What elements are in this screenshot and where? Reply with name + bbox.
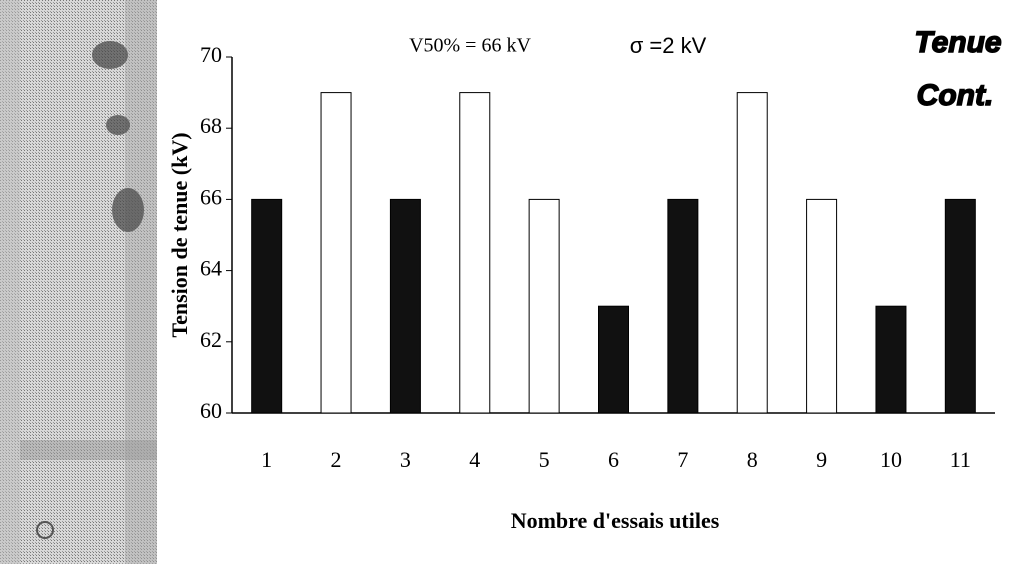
x-tick-label: 4 [469,447,480,472]
x-tick-label: 1 [261,447,272,472]
y-tick-label: 68 [200,113,222,138]
y-tick-label: 70 [200,42,222,67]
x-tick-label: 9 [816,447,827,472]
y-tick-label: 66 [200,184,222,209]
x-axis-label: Nombre d'essais utiles [511,508,720,533]
x-tick-label: 7 [677,447,688,472]
bar [459,92,491,414]
x-tick-label: 10 [880,447,902,472]
bar [667,198,699,414]
y-tick-label: 62 [200,327,222,352]
bar [806,198,838,414]
bar [528,198,560,414]
x-tick-label: 11 [950,447,971,472]
bar [251,198,283,414]
x-tick-label: 6 [608,447,619,472]
x-tick-label: 2 [331,447,342,472]
annotation: V50% = 66 kV [409,35,531,57]
x-tick-label: 3 [400,447,411,472]
x-tick-label: 5 [539,447,550,472]
bar [598,305,629,414]
x-tick-label: 8 [747,447,758,472]
annotation: Cont. [917,79,994,112]
y-tick-label: 60 [200,398,222,423]
y-tick-label: 64 [200,256,222,281]
photo [0,0,157,564]
annotation: σ =2 kV [630,33,707,58]
y-axis-label: Tension de tenue (kV) [167,132,192,337]
bar [389,198,421,414]
annotation: Tenue [914,26,1001,59]
bar [736,92,768,414]
bar [944,198,976,414]
bar [320,92,352,414]
bar [875,305,907,414]
